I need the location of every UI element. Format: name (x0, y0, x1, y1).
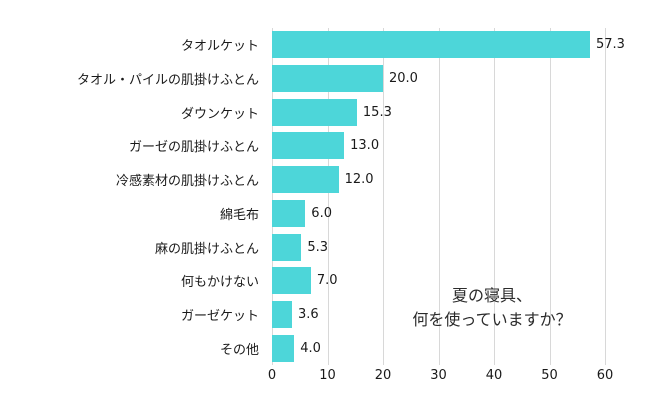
gridline (272, 28, 273, 365)
bar (272, 233, 302, 261)
bar (272, 267, 311, 295)
bar-row: 6.0 (272, 197, 605, 231)
category-label: ダウンケット (180, 106, 259, 122)
category-label: 綿毛布 (219, 207, 259, 223)
x-tick-label: 50 (541, 368, 558, 383)
bar-value-label: 20.0 (389, 71, 418, 87)
bar-row: 4.0 (272, 331, 605, 365)
bar (272, 166, 339, 194)
bar-value-label: 4.0 (300, 340, 321, 356)
chart-question-annotation: 夏の寝具、 何を使っていますか？ (380, 284, 604, 332)
bar-value-label: 13.0 (350, 138, 380, 154)
x-tick-label: 20 (374, 368, 392, 383)
bar-row: 57.3 (272, 28, 625, 62)
bar-value-label: 7.0 (316, 273, 338, 289)
bar-row: 3.6 (272, 298, 605, 332)
bar-row: 12.0 (272, 163, 605, 197)
category-label: 何もかけない (180, 275, 259, 291)
x-tick-label: 60 (596, 368, 614, 383)
gridline (549, 28, 551, 365)
category-label: タオルケット (180, 39, 259, 55)
gridline (605, 28, 606, 365)
bar-value-label: 12.0 (344, 172, 374, 188)
category-label: タオル・パイルの肌掛けふとん (76, 73, 259, 89)
bar (272, 98, 357, 126)
bar-value-label: 57.3 (596, 37, 625, 53)
bar (272, 300, 292, 328)
gridline (438, 28, 440, 365)
category-label: ガーゼの肌掛けふとん (128, 140, 259, 156)
bar-row: 5.3 (272, 230, 605, 264)
bar-value-label: 6.0 (311, 205, 332, 221)
bar-row: 20.0 (272, 62, 605, 96)
category-labels: タオルケットタオル・パイルの肌掛けふとんダウンケットガーゼの肌掛けふとん冷感素材… (0, 28, 266, 365)
x-tick-label: 10 (319, 368, 336, 383)
plot-area: 57.3 20.0 15.3 13.0 12.0 6.0 5.3 7.0 3.6 4.0 (272, 28, 625, 365)
x-tick-label: 40 (485, 368, 503, 383)
category-label: その他 (219, 342, 259, 358)
bar (272, 132, 345, 160)
gridline (494, 28, 495, 365)
annotation-line-1: 夏の寝具、 (451, 286, 532, 305)
bar-value-label: 3.6 (297, 306, 319, 322)
x-axis: 0 10 20 30 40 50 60 (268, 368, 613, 390)
bar-row: 15.3 (272, 95, 605, 129)
x-tick-label: 0 (267, 368, 277, 383)
gridline (327, 28, 329, 365)
gridline (383, 28, 384, 365)
category-label: 麻の肌掛けふとん (154, 241, 259, 257)
category-label: ガーゼケット (180, 308, 259, 324)
x-tick-label: 30 (430, 368, 447, 383)
bar (272, 334, 295, 362)
bar-value-label: 5.3 (307, 239, 329, 255)
bar-row: 7.0 (272, 264, 605, 298)
bar (272, 199, 306, 227)
bar (272, 65, 383, 93)
category-label: 冷感素材の肌掛けふとん (115, 174, 259, 190)
bar (272, 31, 590, 59)
annotation-line-2: 何を使っていますか？ (412, 310, 572, 329)
bar-value-label: 15.3 (362, 104, 392, 120)
bar-row: 13.0 (272, 129, 605, 163)
